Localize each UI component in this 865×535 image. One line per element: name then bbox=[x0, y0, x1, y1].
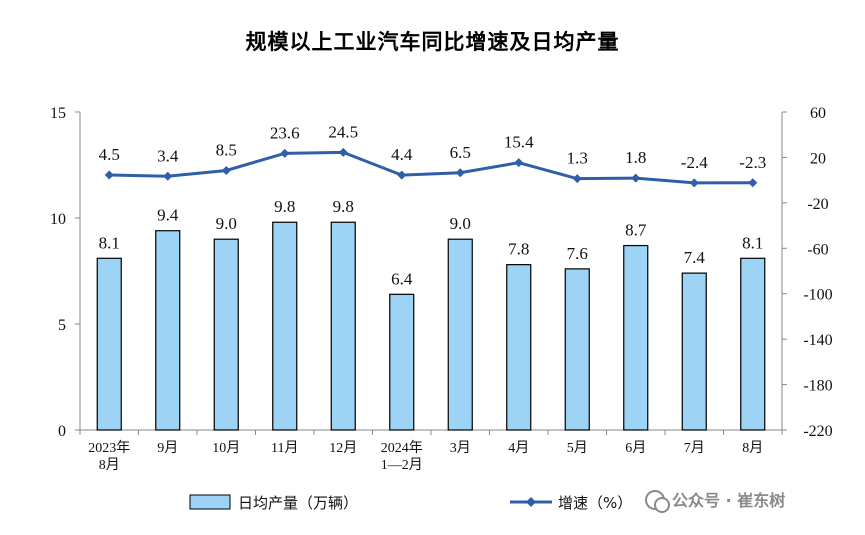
legend-bar-swatch bbox=[189, 494, 231, 510]
growth-data-label: 4.5 bbox=[99, 145, 120, 164]
growth-data-label: -2.3 bbox=[739, 153, 766, 172]
y-left-tick-label: 5 bbox=[58, 317, 66, 334]
bar bbox=[681, 272, 707, 431]
x-tick-label: 10月 bbox=[212, 440, 240, 456]
growth-data-label: 23.6 bbox=[270, 123, 300, 142]
y-right-tick-label: -220 bbox=[803, 423, 832, 440]
x-tick-label: 12月 bbox=[329, 440, 357, 456]
bar-data-label: 9.0 bbox=[216, 214, 237, 233]
bar-data-label: 9.0 bbox=[450, 214, 471, 233]
growth-point bbox=[280, 148, 290, 158]
y-left-tick-label: 15 bbox=[50, 105, 66, 122]
growth-point bbox=[748, 178, 758, 188]
y-right-tick-label: -60 bbox=[807, 241, 828, 258]
growth-point bbox=[397, 170, 407, 180]
x-tick-label: 9月 bbox=[157, 440, 178, 456]
y-right-tick-label: -20 bbox=[807, 196, 828, 213]
x-tick-label: 8月 bbox=[99, 457, 120, 473]
bar bbox=[272, 221, 298, 431]
watermark-text: 公众号 · 崔东树 bbox=[672, 491, 785, 510]
bar bbox=[447, 238, 473, 431]
bar-data-label: 6.4 bbox=[391, 269, 413, 288]
x-tick-label: 8月 bbox=[742, 440, 763, 456]
growth-data-label: 4.4 bbox=[391, 145, 413, 164]
growth-point bbox=[631, 173, 641, 183]
legend-line-label: 增速（%） bbox=[558, 494, 632, 512]
legend-line-marker bbox=[526, 497, 536, 507]
x-tick-label: 11月 bbox=[271, 440, 298, 456]
y-left-tick-label: 10 bbox=[50, 211, 66, 228]
bar-data-label: 8.1 bbox=[99, 233, 120, 252]
growth-point bbox=[689, 178, 699, 188]
growth-data-label: -2.4 bbox=[681, 153, 708, 172]
wechat-icon-bubble bbox=[654, 497, 670, 513]
bar bbox=[389, 293, 415, 431]
x-tick-label: 2024年 bbox=[381, 440, 423, 456]
y-right-tick-label: 60 bbox=[810, 105, 826, 122]
growth-point bbox=[338, 147, 348, 157]
bar-data-label: 7.6 bbox=[567, 244, 588, 263]
growth-data-label: 1.3 bbox=[567, 149, 588, 168]
x-tick-label: 2023年 bbox=[88, 440, 130, 456]
y-right-tick-label: 20 bbox=[810, 150, 826, 167]
bar-data-label: 7.8 bbox=[508, 240, 529, 259]
growth-point bbox=[455, 168, 465, 178]
y-right-tick-label: -140 bbox=[803, 332, 832, 349]
bar bbox=[330, 221, 356, 431]
legend-bar-label: 日均产量（万辆） bbox=[238, 494, 358, 512]
bar-data-label: 9.4 bbox=[157, 206, 179, 225]
growth-line bbox=[109, 150, 753, 185]
bar-data-label: 9.8 bbox=[274, 197, 295, 216]
growth-data-label: 24.5 bbox=[328, 122, 358, 141]
y-right-tick-label: -180 bbox=[803, 378, 832, 395]
growth-data-label: 15.4 bbox=[504, 133, 534, 152]
x-tick-label: 3月 bbox=[450, 440, 471, 456]
x-tick-label: 1—2月 bbox=[381, 457, 423, 473]
growth-data-label: 1.8 bbox=[625, 148, 646, 167]
bar-data-label: 9.8 bbox=[333, 197, 354, 216]
growth-data-label: 3.4 bbox=[157, 146, 179, 165]
bar bbox=[213, 238, 239, 431]
x-tick-label: 5月 bbox=[567, 440, 588, 456]
bar-data-label: 8.1 bbox=[742, 233, 763, 252]
bar bbox=[506, 264, 532, 431]
x-tick-label: 7月 bbox=[684, 440, 705, 456]
bar bbox=[623, 244, 649, 431]
bar bbox=[564, 268, 590, 431]
bar bbox=[740, 257, 766, 431]
x-tick-label: 6月 bbox=[625, 440, 646, 456]
y-right-tick-label: -100 bbox=[803, 287, 832, 304]
growth-data-label: 8.5 bbox=[216, 140, 237, 159]
growth-point bbox=[572, 174, 582, 184]
y-left-tick-label: 0 bbox=[58, 423, 66, 440]
bar-data-label: 8.7 bbox=[625, 221, 647, 240]
growth-point bbox=[514, 158, 524, 168]
growth-data-label: 6.5 bbox=[450, 143, 471, 162]
chart-title: 规模以上工业汽车同比增速及日均产量 bbox=[245, 30, 620, 54]
bar-data-label: 7.4 bbox=[684, 248, 706, 267]
bar bbox=[155, 230, 181, 431]
x-tick-label: 4月 bbox=[508, 440, 529, 456]
growth-point bbox=[163, 171, 173, 181]
growth-point bbox=[104, 170, 114, 180]
bar bbox=[96, 257, 122, 431]
growth-point bbox=[221, 165, 231, 175]
